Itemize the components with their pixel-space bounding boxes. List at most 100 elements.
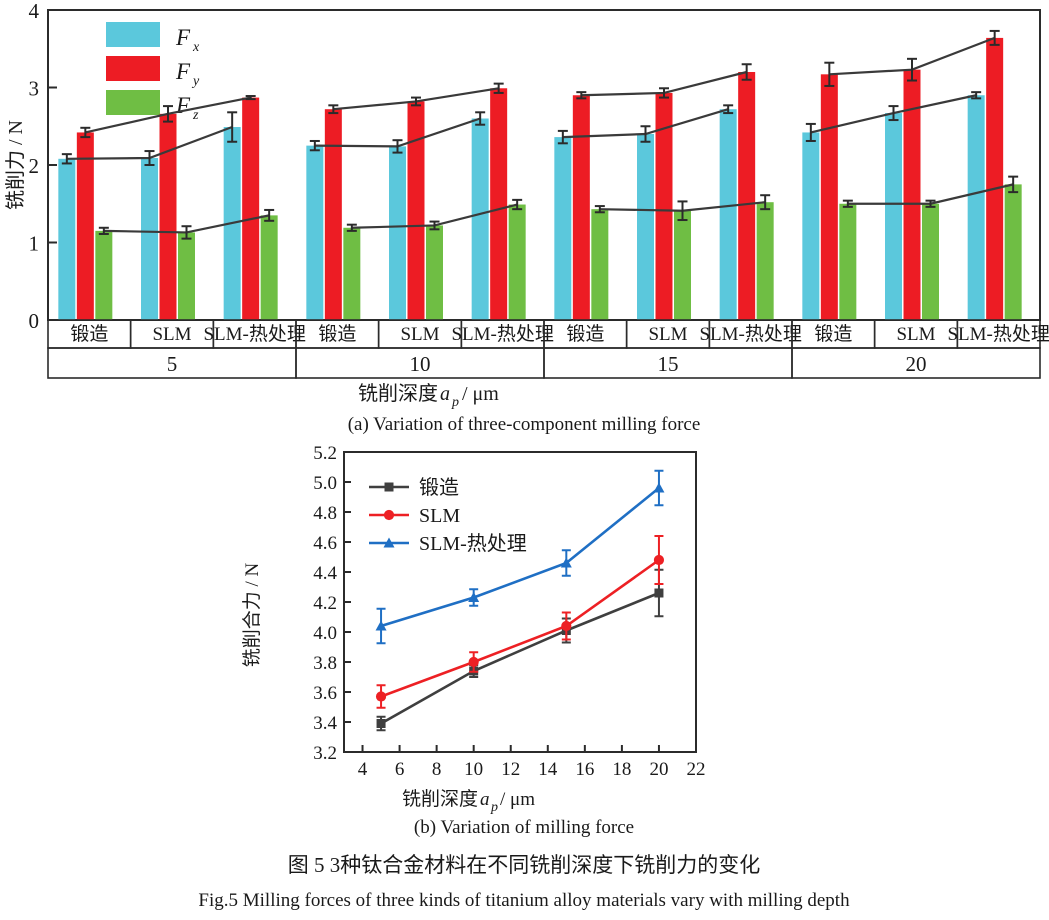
panel-a-material-label: SLM-热处理: [699, 323, 801, 345]
panel-b-xlabel-cn: 铣削深度: [402, 788, 478, 810]
panel-b-xlabel-sub: p: [490, 800, 498, 815]
legend-label-fy: F: [175, 59, 191, 84]
panel-b-y-tick-label: 4.8: [313, 503, 337, 524]
panel-b-x-tick-label: 18: [612, 759, 631, 780]
panel-a-xlabel-unit: / μm: [462, 383, 499, 405]
panel-a-material-label: SLM-热处理: [203, 323, 305, 345]
panel-a-bar-Fy: [572, 95, 590, 320]
legend-sub-fx: x: [192, 40, 200, 55]
panel-a-bar-Fz: [178, 232, 195, 320]
panel-b-lines: [375, 469, 665, 732]
panel-a-material-label: SLM: [400, 324, 439, 345]
panel-a-y-ticks: 0 1 2 3 4: [29, 0, 57, 333]
panel-a-bar-Fy: [490, 88, 508, 321]
panel-a-bar-Fz: [426, 225, 443, 320]
panel-a-bar-Fy: [820, 74, 838, 320]
figure-caption-en: Fig.5 Milling forces of three kinds of t…: [198, 890, 850, 911]
panel-a-bar-Fy: [407, 101, 425, 320]
panel-a-bar-Fz: [756, 202, 774, 320]
panel-b-marker-锻造: [654, 588, 664, 598]
panel-a-bar-Fx: [389, 146, 406, 320]
panel-a-material-label: 锻造: [318, 323, 356, 345]
panel-b-x-tick-label: 10: [464, 759, 483, 780]
panel-a-bar-Fz: [508, 204, 526, 320]
panel-b-x-tick-label: 22: [687, 759, 706, 780]
panel-b-marker-SLM: [468, 656, 479, 668]
panel-a-bar-Fx: [885, 113, 902, 320]
panel-a-bar-Fy: [159, 113, 177, 320]
panel-b-marker-SLM: [375, 691, 387, 702]
panel-b-y-tick-label: 3.6: [313, 683, 337, 704]
panel-b-legend-marker-锻造: [384, 482, 394, 492]
panel-b-subcaption: (b) Variation of milling force: [414, 817, 634, 838]
panel-b-line-SLM: [380, 558, 660, 698]
panel-a-bar-Fz: [95, 230, 113, 320]
panel-a-y-tick-label: 0: [29, 309, 40, 333]
panel-a-bars: [58, 37, 1022, 321]
legend-label-fx: F: [175, 25, 191, 50]
panel-b-marker-SLM: [653, 554, 665, 566]
panel-a-x-axis-label: 铣削深度 a p / μm: [358, 382, 499, 410]
panel-a-bar-Fx: [554, 137, 572, 320]
panel-a-bar-Fz: [343, 227, 361, 320]
panel-a-bar-Fy: [903, 69, 921, 320]
panel-b-line-锻造: [380, 591, 660, 725]
legend-swatch-fx: [106, 22, 160, 47]
panel-b-xlabel-unit: / μm: [500, 789, 535, 810]
panel-b-y-tick-label: 4.6: [313, 533, 337, 554]
panel-a-bar-Fy: [324, 109, 342, 320]
panel-a-trendlines: [66, 36, 1014, 234]
panel-a-bar-Fz: [839, 203, 857, 320]
panel-b-legend-label-SLM-热处理: SLM-热处理: [419, 532, 527, 555]
panel-b-x-tick-label: 4: [358, 759, 368, 780]
panel-a-bar-Fy: [738, 72, 756, 320]
panel-a-bar-Fy: [655, 92, 673, 320]
panel-b-y-axis-label: 铣削合力 / N: [241, 562, 263, 667]
panel-a-bar-Fz: [674, 210, 691, 320]
panel-a-bar-Fz: [591, 209, 609, 320]
panel-a-xlabel-sym: a: [440, 383, 450, 405]
panel-a-material-label: 锻造: [70, 323, 108, 345]
panel-a-legend: F x F y F z: [106, 22, 200, 123]
panel-b-x-tick-label: 14: [538, 759, 558, 780]
panel-a-xlabel-cn: 铣削深度: [358, 382, 438, 405]
legend-label-fz: F: [175, 93, 191, 118]
panel-a-depth-cell: [791, 347, 1041, 379]
panel-a-bar-Fx: [58, 158, 76, 320]
panel-a-y-tick-label: 3: [29, 77, 40, 101]
panel-a-bar-Fy: [242, 97, 260, 320]
panel-b-y-tick-label: 4.4: [313, 563, 337, 584]
panel-b-x-tick-label: 12: [501, 759, 520, 780]
panel-b-marker-SLM-热处理: [653, 482, 665, 493]
panel-a-y-axis-label: 铣削力 / N: [4, 120, 27, 210]
panel-b-y-tick-label: 4.2: [313, 593, 337, 614]
panel-a-material-label: SLM-热处理: [947, 323, 1049, 345]
panel-a-depth-label: 5: [167, 352, 178, 376]
panel-a-y-tick-label: 1: [29, 232, 40, 256]
panel-a-bar-Fx: [471, 118, 489, 320]
panel-b-legend-marker-SLM-热处理: [383, 537, 395, 548]
panel-a-bar-Fy: [986, 37, 1004, 321]
panel-a-material-label: SLM: [896, 324, 935, 345]
panel-b-x-tick-label: 20: [649, 759, 668, 780]
panel-b-x-tick-label: 6: [395, 759, 405, 780]
panel-a-bar-Fx: [719, 109, 737, 320]
panel-b-legend-label-锻造: 锻造: [419, 476, 459, 499]
panel-b-y-ticks: 3.2 3.4 3.6 3.8 4.0 4.2 4.4 4.6 4.8 5.0 5.2: [313, 443, 351, 764]
panel-a-bar-Fy: [76, 132, 94, 320]
panel-a-errorbars: [61, 29, 1019, 240]
panel-b-y-tick-label: 5.2: [313, 443, 337, 464]
panel-a-xlabel-sub: p: [451, 395, 459, 410]
panel-a-bar-Fz: [922, 203, 939, 320]
panel-b-marker-锻造: [376, 719, 386, 728]
legend-swatch-fy: [106, 56, 160, 81]
panel-a-category-table: 锻造 SLM SLM-热处理 5 锻造 SLM SLM-热处理 10 锻造 SLM SLM-热处理 1…: [47, 319, 1049, 379]
panel-b-marker-SLM-热处理: [468, 592, 480, 602]
legend-swatch-fz: [106, 90, 160, 115]
panel-b-line-SLM-热处理: [380, 486, 660, 628]
panel-b-legend-label-SLM: SLM: [419, 505, 460, 527]
panel-a-material-label: SLM-热处理: [451, 323, 553, 345]
figure-caption-cn: 图 5 3种钛合金材料在不同铣削深度下铣削力的变化: [288, 853, 761, 877]
